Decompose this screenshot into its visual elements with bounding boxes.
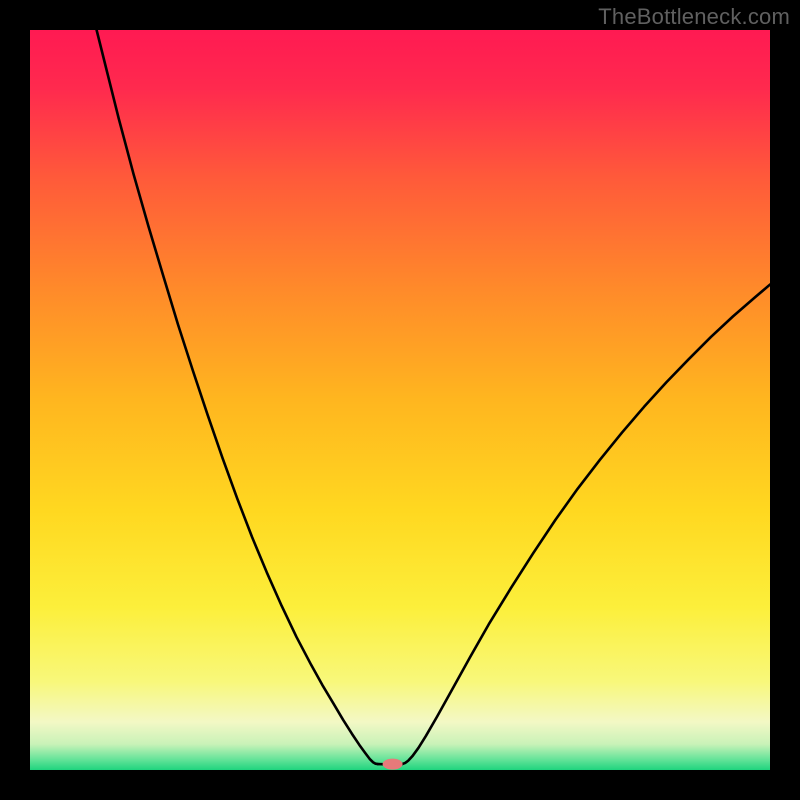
chart-svg — [0, 0, 800, 800]
plot-background — [30, 30, 770, 770]
bottleneck-chart: TheBottleneck.com — [0, 0, 800, 800]
watermark-text: TheBottleneck.com — [598, 4, 790, 30]
optimum-marker — [383, 759, 403, 770]
